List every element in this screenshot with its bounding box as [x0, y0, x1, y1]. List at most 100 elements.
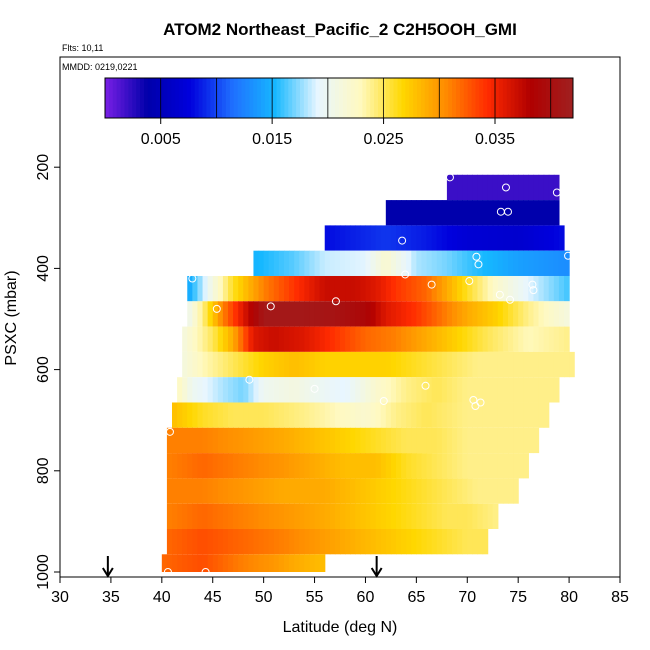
data-point	[506, 295, 515, 304]
heatmap-cell	[457, 174, 463, 201]
heatmap-cell	[253, 478, 260, 504]
data-point	[501, 183, 510, 192]
heatmap-cell	[263, 377, 270, 403]
heatmap-cell	[273, 377, 280, 403]
heatmap-cell	[441, 453, 448, 479]
data-point	[212, 304, 221, 313]
heatmap-cell	[340, 427, 346, 454]
heatmap-cell	[299, 250, 305, 276]
heatmap-cell	[467, 402, 473, 428]
heatmap-cell	[222, 554, 229, 572]
heatmap-cell	[385, 453, 392, 479]
heatmap-cell	[350, 377, 356, 403]
heatmap-cell	[360, 453, 367, 479]
heatmap-cell	[304, 377, 311, 403]
heatmap-cell	[538, 174, 545, 201]
heatmap-cell	[401, 351, 407, 378]
heatmap-cell	[289, 275, 295, 302]
heatmap-cell	[284, 427, 290, 454]
heatmap-cell	[253, 427, 260, 454]
colorbar-segment	[545, 78, 551, 118]
heatmap-cell	[319, 250, 326, 276]
heatmap-cell	[472, 478, 479, 504]
colorbar-segment	[350, 78, 356, 118]
heatmap-cell	[365, 402, 372, 428]
heatmap-cell	[365, 301, 372, 327]
heatmap-cell	[212, 301, 219, 327]
heatmap-cell	[533, 174, 540, 201]
heatmap-cell	[329, 351, 336, 378]
heatmap-cell	[411, 250, 417, 276]
heatmap-cell	[467, 326, 473, 352]
heatmap-cell	[233, 478, 239, 504]
heatmap-cell	[431, 377, 438, 403]
heatmap-cell	[492, 275, 499, 302]
heatmap-cell	[446, 200, 453, 226]
heatmap-cell	[273, 528, 280, 555]
heatmap-cell	[309, 528, 316, 555]
data-point	[427, 280, 436, 289]
heatmap-cell	[508, 351, 514, 378]
heatmap-cell	[467, 351, 473, 378]
heatmap-cell	[375, 301, 382, 327]
heatmap-cell	[385, 225, 392, 251]
heatmap-cell	[329, 528, 336, 555]
heatmap-cell	[508, 478, 514, 504]
colorbar-segment	[342, 78, 348, 118]
heatmap-cell	[217, 478, 224, 504]
colorbar-segment	[105, 78, 110, 118]
heatmap-cell	[294, 402, 300, 428]
heatmap-cell	[340, 250, 346, 276]
heatmap-cell	[228, 453, 234, 479]
heatmap-cell	[492, 174, 499, 201]
arrow-head	[370, 567, 383, 578]
heatmap-cell	[416, 377, 423, 403]
heatmap-cell	[294, 275, 300, 302]
heatmap-cell	[299, 554, 305, 572]
heatmap-cell	[441, 402, 448, 428]
heatmap-cell	[482, 402, 489, 428]
heatmap-cell	[431, 301, 438, 327]
heatmap-cell	[360, 225, 367, 251]
heatmap-cell	[365, 351, 372, 378]
heatmap-cell	[528, 351, 535, 378]
heatmap-cell	[375, 225, 382, 251]
heatmap-cell	[355, 402, 361, 428]
colorbar-segment	[413, 78, 418, 118]
heatmap-cell	[294, 453, 300, 479]
heatmap-cell	[233, 351, 239, 378]
heatmap-cell	[385, 250, 392, 276]
heatmap-cell	[258, 503, 265, 529]
colorbar-segment	[346, 78, 352, 118]
heatmap-cell	[523, 402, 529, 428]
heatmap-cell	[523, 200, 529, 226]
heatmap-cell	[345, 377, 351, 403]
heatmap-cell	[396, 326, 402, 352]
heatmap-cell	[396, 377, 402, 403]
heatmap-cell	[258, 250, 265, 276]
y-tick-label: 400	[35, 255, 52, 282]
colorbar-segment	[108, 78, 114, 118]
heatmap-cell	[380, 503, 387, 529]
heatmap-cell	[238, 554, 244, 572]
heatmap-cell	[497, 427, 504, 454]
heatmap-cell	[380, 402, 387, 428]
heatmap-cell	[187, 326, 193, 352]
heatmap-cell	[284, 250, 290, 276]
heatmap-cell	[477, 377, 484, 403]
heatmap-cell	[324, 377, 331, 403]
heatmap-cell	[217, 528, 224, 555]
heatmap-cell	[233, 275, 239, 302]
heatmap-cell	[197, 402, 204, 428]
heatmap-cell	[416, 453, 423, 479]
heatmap-cell	[518, 225, 524, 251]
heatmap-cell	[329, 326, 336, 352]
heatmap-cell	[385, 326, 392, 352]
heatmap-cell	[446, 427, 453, 454]
heatmap-cell	[334, 301, 341, 327]
heatmap-cell	[497, 326, 504, 352]
heatmap-cell	[508, 225, 514, 251]
heatmap-cell	[497, 478, 504, 504]
heatmap-cell	[457, 301, 463, 327]
heatmap-cell	[543, 250, 550, 276]
